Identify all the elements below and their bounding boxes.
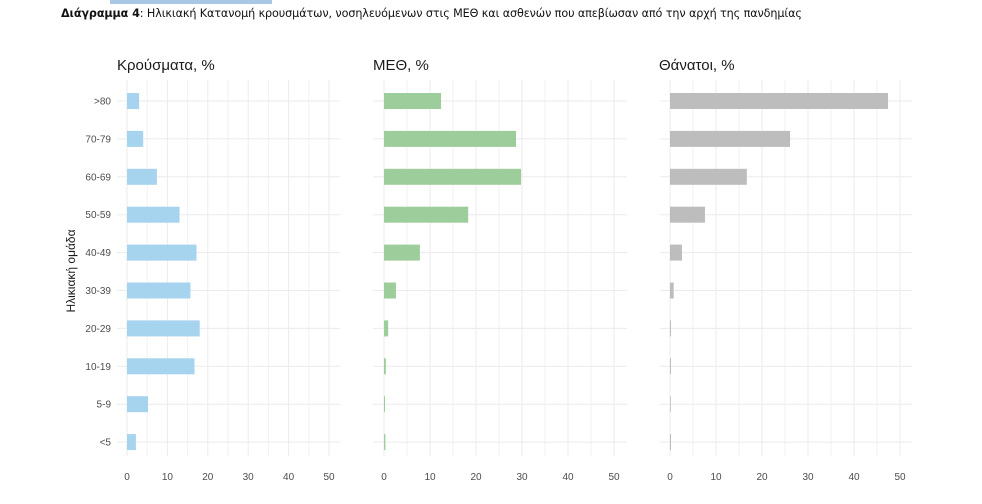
bar <box>127 434 136 451</box>
x-tick-label: 30 <box>243 472 255 483</box>
bar <box>384 130 517 147</box>
bar <box>127 130 144 147</box>
bar <box>127 93 140 109</box>
x-tick-label: 50 <box>894 472 906 483</box>
bar <box>127 168 157 185</box>
bar <box>670 206 705 223</box>
bar <box>670 93 889 109</box>
bar <box>127 206 180 223</box>
x-tick-label: 10 <box>162 472 174 483</box>
panel-title: Κρούσματα, % <box>117 57 215 74</box>
x-tick-label: 50 <box>608 472 620 483</box>
x-tick-label: 10 <box>424 472 436 483</box>
bar <box>384 244 420 261</box>
x-tick-label: 20 <box>470 472 482 483</box>
x-tick-label: 20 <box>202 472 214 483</box>
y-tick-label: 5-9 <box>97 400 112 411</box>
figure-caption: Διάγραμμα 4: Ηλικιακή Κατανομή κρουσμάτω… <box>61 7 802 20</box>
bar <box>384 168 522 185</box>
bar <box>384 434 386 451</box>
selection-highlight <box>110 0 272 4</box>
bar <box>127 244 197 261</box>
x-tick-label: 0 <box>667 472 673 483</box>
bar <box>384 206 469 223</box>
bar <box>670 358 671 375</box>
bar <box>127 358 195 375</box>
y-tick-label: <5 <box>100 438 112 449</box>
bar <box>127 320 200 337</box>
bar <box>670 434 671 451</box>
caption-text: : Ηλικιακή Κατανομή κρουσμάτων, νοσηλευό… <box>139 7 802 20</box>
caption-label: Διάγραμμα 4 <box>61 7 140 20</box>
x-tick-label: 40 <box>848 472 860 483</box>
bar <box>384 358 386 375</box>
x-tick-label: 30 <box>516 472 528 483</box>
y-tick-label: 50-59 <box>85 210 111 221</box>
bar <box>670 130 791 147</box>
bar <box>384 282 396 299</box>
bar <box>670 168 747 185</box>
x-tick-label: 50 <box>323 472 335 483</box>
x-tick-label: 0 <box>124 472 130 483</box>
y-tick-label: 70-79 <box>85 134 111 145</box>
y-tick-label: 40-49 <box>85 248 111 259</box>
bar <box>384 93 442 109</box>
panel-title: Θάνατοι, % <box>659 57 735 74</box>
panel-title: ΜΕΘ, % <box>373 57 429 74</box>
y-tick-label: >80 <box>94 97 111 108</box>
x-tick-label: 40 <box>562 472 574 483</box>
x-tick-label: 20 <box>756 472 768 483</box>
bar <box>670 244 682 261</box>
bar <box>384 396 385 413</box>
y-axis-label: Ηλικιακή ομάδα <box>64 229 78 312</box>
bar <box>384 320 389 337</box>
x-tick-label: 10 <box>710 472 722 483</box>
bar <box>670 282 674 299</box>
bar <box>127 396 149 413</box>
x-tick-label: 0 <box>381 472 387 483</box>
y-tick-label: 20-29 <box>85 324 111 335</box>
x-tick-label: 30 <box>802 472 814 483</box>
bar <box>670 320 671 337</box>
x-tick-label: 40 <box>283 472 295 483</box>
bar <box>670 396 671 413</box>
y-tick-label: 60-69 <box>85 172 111 183</box>
y-tick-label: 30-39 <box>85 286 111 297</box>
bar <box>127 282 191 299</box>
y-tick-label: 10-19 <box>85 362 111 373</box>
